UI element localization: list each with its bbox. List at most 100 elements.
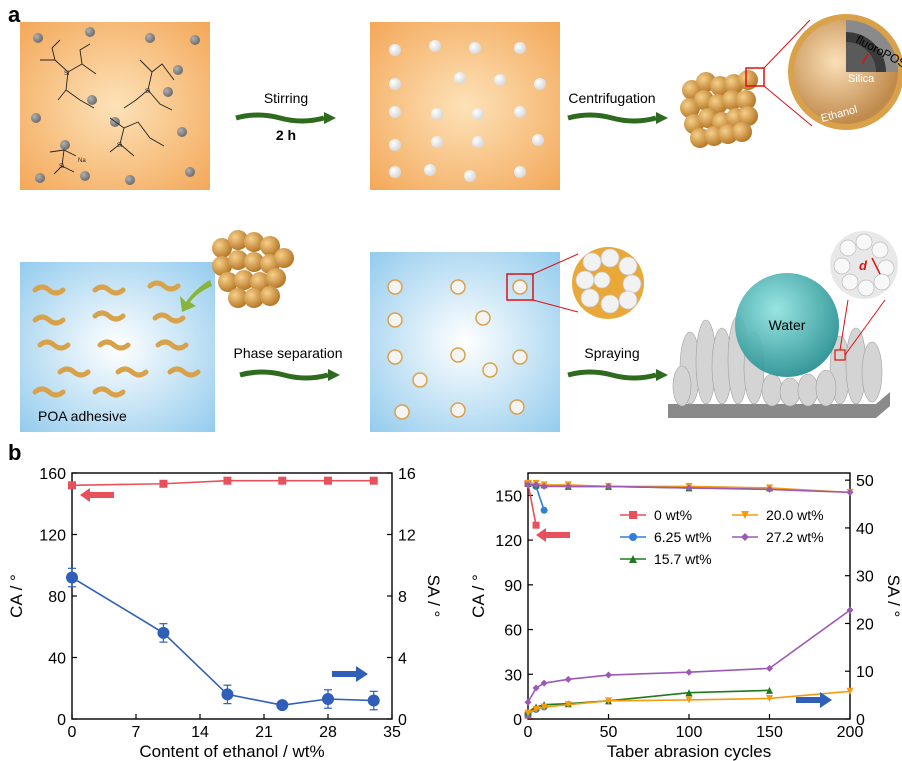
sa-point-27-2-wt-	[685, 668, 693, 676]
left-axis-arrow	[80, 488, 114, 502]
x-tick-label: 150	[756, 724, 783, 741]
y-tick-label: 80	[48, 589, 66, 606]
stirring-label: Stirring	[264, 90, 308, 106]
y-right-tick-label: 50	[856, 473, 874, 490]
sa-point-27-2-wt-	[540, 679, 548, 687]
y-tick-label: 40	[48, 651, 66, 668]
series-sa-line	[71, 576, 374, 706]
precursor-box: Si Si Si Si Na	[20, 22, 210, 190]
particle-cluster-2	[212, 230, 294, 308]
legend-marker	[629, 533, 637, 541]
svg-text:Si: Si	[117, 143, 122, 149]
surface-particle-zoom	[830, 231, 898, 299]
particle-cluster	[680, 70, 758, 148]
legend-marker	[741, 511, 749, 519]
y-right-tick-label: 10	[856, 664, 874, 681]
sa-point-20-0-wt-	[605, 697, 612, 705]
centrifugation-label: Centrifugation	[568, 90, 655, 106]
y-tick-label: 0	[57, 712, 66, 729]
plot-frame	[71, 472, 393, 720]
adhesive-box	[20, 262, 215, 432]
suspension-box	[370, 252, 560, 432]
svg-text:Si: Si	[64, 71, 69, 77]
arrow-spraying	[567, 369, 668, 381]
ca-point-27-2-wt-	[685, 484, 693, 492]
sa-point-15-7-wt-	[766, 686, 773, 694]
sa-point-20-0-wt-	[540, 703, 548, 711]
sa-point-20-0-wt-	[685, 696, 693, 704]
sa-point-27-2-wt-	[766, 664, 773, 672]
sa-point	[276, 699, 289, 712]
x-tick-label: 28	[319, 724, 337, 741]
sa-point-27-2-wt-	[564, 675, 572, 683]
svg-text:Si: Si	[145, 89, 150, 95]
sa-point-20-0-wt-	[524, 709, 532, 717]
sa-point-27-2-wt-	[605, 671, 612, 679]
legend-marker	[629, 511, 637, 519]
poa-adhesive-label: POA adhesive	[38, 408, 127, 424]
sa-point	[66, 571, 78, 584]
sa-line-27-2-wt-	[527, 609, 851, 703]
sa-point-20-0-wt-	[532, 705, 540, 713]
sa-point	[221, 688, 234, 701]
y-right-tick-label: 16	[398, 466, 416, 483]
y-right-tick-label: 40	[856, 521, 874, 538]
y-right-axis-label: SA / °	[884, 575, 902, 618]
x-tick-label: 200	[837, 724, 864, 741]
x-tick-label: 0	[524, 724, 533, 741]
ca-point-27-2-wt-	[524, 481, 532, 489]
sa-point	[367, 694, 380, 707]
x-tick-label: 21	[255, 724, 273, 741]
legend-marker	[741, 533, 749, 541]
spraying-label: Spraying	[584, 345, 639, 361]
y-axis-label: CA / °	[470, 574, 488, 618]
sa-point-15-7-wt-	[685, 689, 693, 697]
ca-point	[223, 476, 232, 485]
arrow-stirring	[235, 112, 336, 124]
y-right-tick-label: 4	[398, 651, 407, 668]
left-axis-arrow	[536, 528, 570, 542]
schematic-figure: Si Si Si Si Na Stirring 2 h Centrifugation	[20, 14, 902, 432]
stirring-time-label: 2 h	[276, 127, 296, 143]
sa-point	[157, 626, 170, 639]
y-tick-label: 160	[39, 466, 66, 483]
series-ca-line	[71, 479, 374, 487]
y-tick-label: 60	[504, 623, 522, 640]
sa-point-27-2-wt-	[846, 606, 854, 614]
ca-point-0-wt-	[532, 521, 540, 529]
ca-point	[278, 476, 287, 485]
x-tick-label: 100	[676, 724, 703, 741]
x-tick-label: 14	[191, 724, 209, 741]
y-right-tick-label: 30	[856, 569, 874, 586]
legend-label: 27.2 wt%	[766, 529, 824, 545]
ca-point	[369, 476, 378, 485]
ca-point-27-2-wt-	[532, 481, 540, 489]
y-right-tick-label: 12	[398, 528, 416, 545]
sa-point-27-2-wt-	[532, 684, 540, 692]
core-shell-particle	[788, 14, 902, 130]
legend-marker	[629, 555, 637, 563]
panel-a-letter: a	[8, 2, 21, 27]
y-right-tick-label: 8	[398, 589, 407, 606]
svg-text:Na: Na	[78, 158, 86, 164]
y-tick-label: 30	[504, 667, 522, 684]
y-right-tick-label: 0	[398, 712, 407, 729]
x-axis-label: Taber abrasion cycles	[607, 742, 771, 761]
water-droplet	[735, 273, 839, 377]
sa-point-20-0-wt-	[846, 687, 854, 695]
x-axis-label: Content of ethanol / wt%	[139, 742, 324, 761]
x-tick-label: 0	[68, 724, 77, 741]
x-tick-label: 7	[132, 724, 141, 741]
y-tick-label: 90	[504, 578, 522, 595]
sa-point	[322, 693, 334, 706]
phase-separation-label: Phase separation	[234, 345, 343, 361]
right-axis-arrow	[796, 692, 832, 708]
svg-text:Si: Si	[59, 164, 64, 170]
ca-point-27-2-wt-	[846, 488, 854, 496]
y-tick-label: 0	[513, 712, 522, 729]
legend-label: 15.7 wt%	[654, 551, 712, 567]
ca-point	[159, 479, 168, 488]
arrow-phase-separation	[239, 369, 340, 381]
diameter-label: d	[859, 258, 868, 273]
